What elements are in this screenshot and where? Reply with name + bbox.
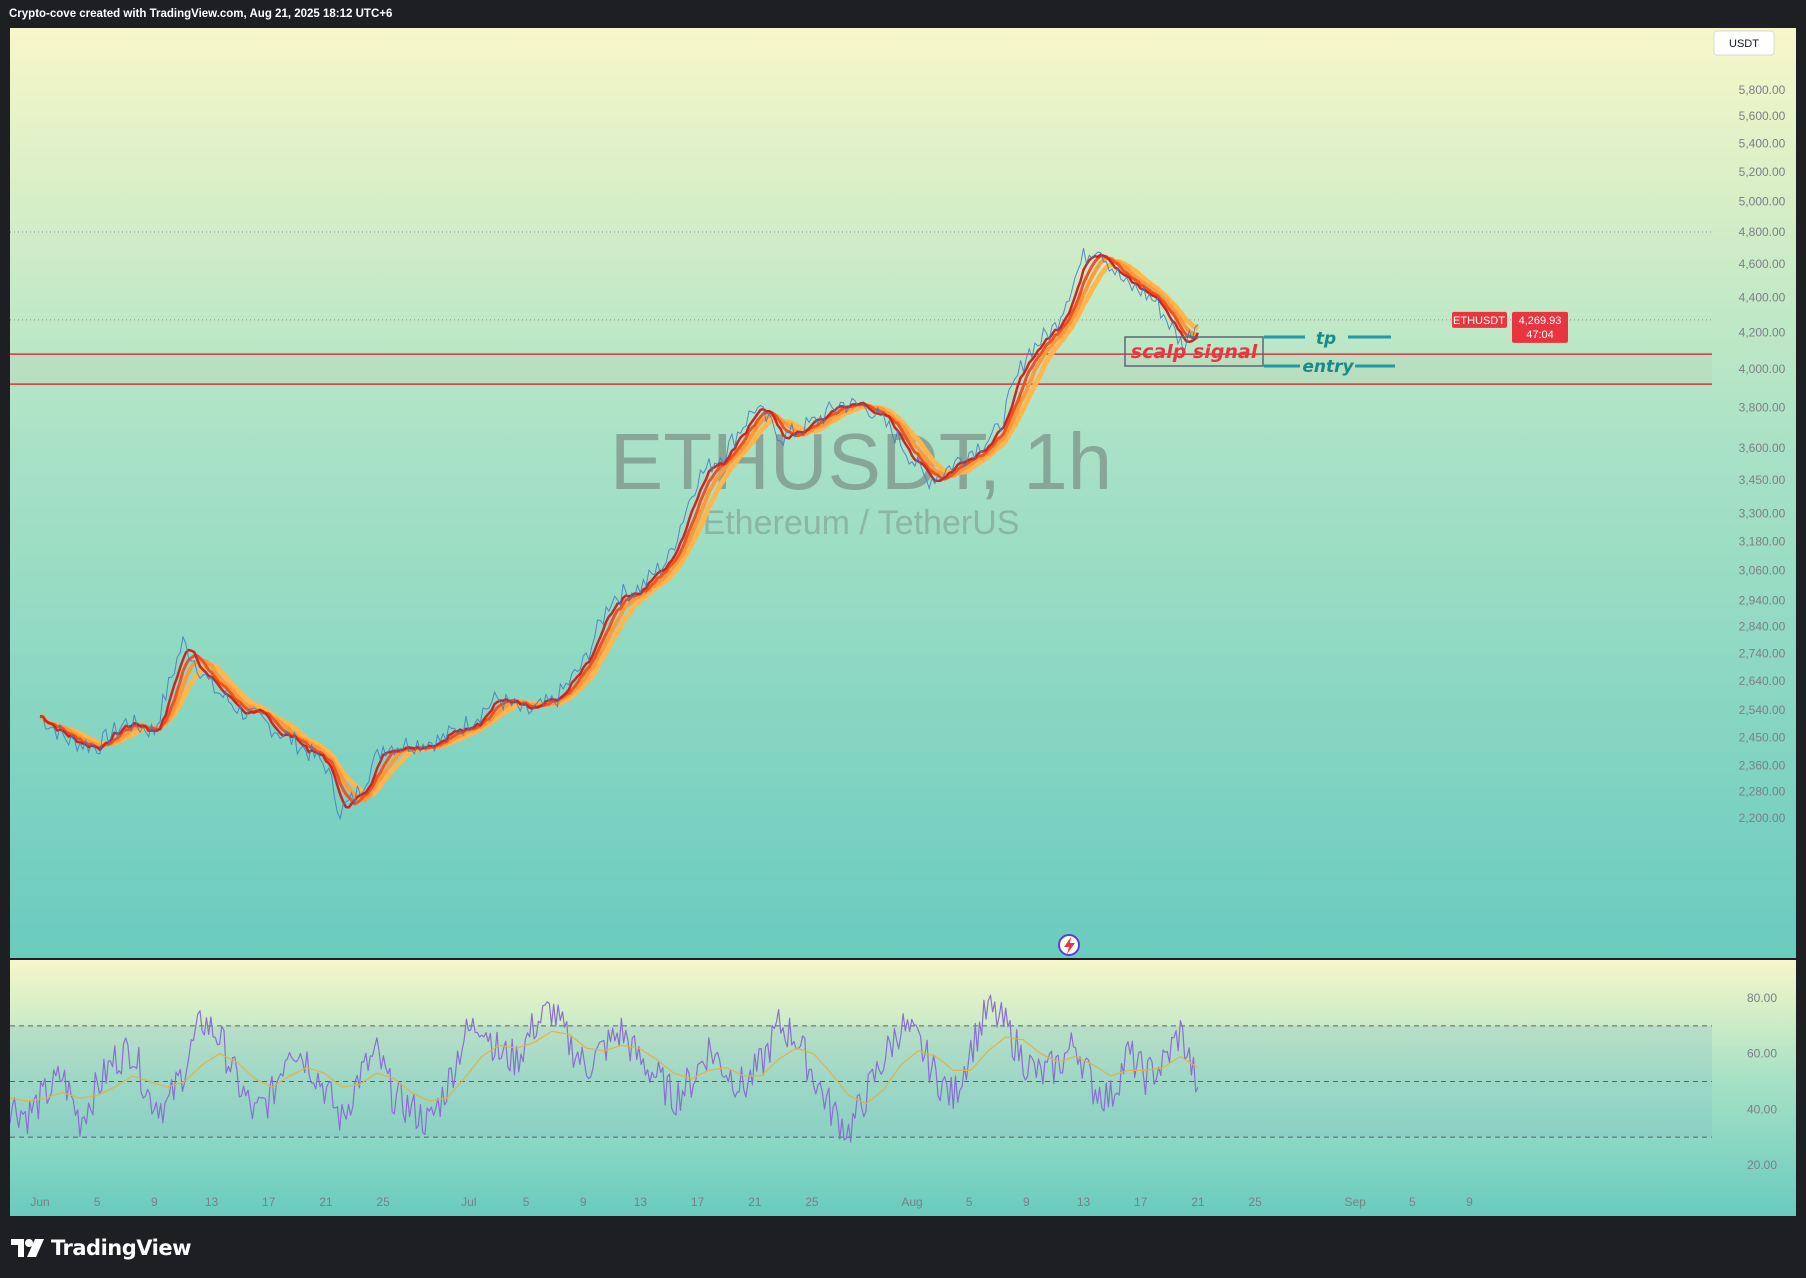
rsi-scale-label: 60.00 xyxy=(1747,1047,1777,1061)
time-scale-label: 9 xyxy=(1023,1195,1030,1209)
price-scale-label: 5,200.00 xyxy=(1739,165,1786,179)
tradingview-brand-text: TradingView xyxy=(51,1236,191,1260)
price-scale-label: 3,800.00 xyxy=(1739,401,1786,415)
price-scale-label: 4,400.00 xyxy=(1739,290,1786,304)
price-scale-label: 2,540.00 xyxy=(1739,703,1786,717)
time-scale-label: Sep xyxy=(1344,1195,1366,1209)
horizontal-levels xyxy=(10,231,1712,385)
price-scale-label: 4,000.00 xyxy=(1739,362,1786,376)
rsi-line xyxy=(10,994,1199,1143)
time-scale-label: 9 xyxy=(580,1195,587,1209)
time-scale-label: 21 xyxy=(319,1195,333,1209)
rsi-indicator xyxy=(10,994,1712,1143)
price-scale-label: 3,300.00 xyxy=(1739,507,1786,521)
ma-ribbon-line-4 xyxy=(39,253,1200,809)
price-tag: ETHUSDT 4,269.93 47:04 xyxy=(1452,311,1568,343)
rsi-scale-label: 40.00 xyxy=(1747,1102,1777,1116)
chart-canvas[interactable]: ETHUSDT, 1h Ethereum / TetherUS 5,800.00… xyxy=(10,28,1796,1216)
price-scale-label: 2,640.00 xyxy=(1739,674,1786,688)
price-scale-label: 3,060.00 xyxy=(1739,563,1786,577)
time-scale-label: 21 xyxy=(748,1195,762,1209)
price-scale-label: 2,280.00 xyxy=(1739,784,1786,798)
support-zone xyxy=(10,354,1712,385)
watermark-description: Ethereum / TetherUS xyxy=(703,504,1020,542)
price-scale-label: 2,200.00 xyxy=(1739,811,1786,825)
price-scale-label: 5,000.00 xyxy=(1739,194,1786,208)
price-tag-symbol: ETHUSDT xyxy=(1453,315,1505,327)
time-scale-label: Jul xyxy=(461,1195,476,1209)
time-scale-label: 5 xyxy=(1409,1195,1416,1209)
price-line xyxy=(39,248,1199,821)
chart-caption-bar: Crypto-cove created with TradingView.com… xyxy=(0,0,1806,28)
rsi-ma-line xyxy=(10,1030,1199,1105)
scalp-signal-box[interactable] xyxy=(1124,336,1264,367)
time-scale-label: 17 xyxy=(691,1195,705,1209)
price-scale-label: 5,400.00 xyxy=(1739,136,1786,150)
currency-button-label: USDT xyxy=(1729,38,1759,50)
time-scale-label: 17 xyxy=(262,1195,276,1209)
time-scale-label: 17 xyxy=(1134,1195,1148,1209)
time-scale-label: 13 xyxy=(634,1195,648,1209)
price-scale[interactable]: 5,800.00 5,600.00 5,400.00 5,200.00 5,000.00… xyxy=(1739,83,1786,825)
price-tag-value: 4,269.93 xyxy=(1519,315,1562,327)
tp-label[interactable]: tp xyxy=(1316,329,1336,349)
time-scale-label: Aug xyxy=(901,1195,922,1209)
bolt-icon[interactable] xyxy=(1058,934,1080,956)
pane-separator[interactable] xyxy=(10,958,1796,960)
time-scale-label: 9 xyxy=(1466,1195,1473,1209)
time-scale-label: 25 xyxy=(376,1195,390,1209)
annotations[interactable]: scalp signal tp entry xyxy=(1124,329,1395,377)
rsi-scale-label: 20.00 xyxy=(1747,1158,1777,1172)
watermark-symbol: ETHUSDT, 1h xyxy=(610,417,1112,506)
price-scale-label: 2,360.00 xyxy=(1739,758,1786,772)
tradingview-logo[interactable]: TradingView xyxy=(11,1236,191,1260)
price-scale-label: 3,450.00 xyxy=(1739,473,1786,487)
main-pane-background xyxy=(10,28,1796,958)
time-scale-label: 25 xyxy=(805,1195,819,1209)
time-scale-label: 5 xyxy=(94,1195,101,1209)
ma-ribbon-line-2 xyxy=(39,256,1199,803)
price-scale-label: 4,600.00 xyxy=(1739,257,1786,271)
rsi-pane-background xyxy=(10,960,1796,1216)
price-scale-label: 3,600.00 xyxy=(1739,441,1786,455)
price-scale-label: 2,840.00 xyxy=(1739,619,1786,633)
currency-button[interactable]: USDT xyxy=(1713,30,1775,56)
price-scale-label: 2,940.00 xyxy=(1739,593,1786,607)
price-tag-countdown: 47:04 xyxy=(1526,329,1554,341)
time-scale[interactable]: Jun 5 9 13 17 21 25 Jul 5 9 13 17 21 25 Aug 5 9 13 17 21 25 S… xyxy=(30,1195,1473,1209)
time-scale-label: 5 xyxy=(966,1195,973,1209)
rsi-scale[interactable]: 80.00 60.00 40.00 20.00 xyxy=(1747,991,1777,1172)
price-scale-label: 2,450.00 xyxy=(1739,730,1786,744)
price-tag-value-box xyxy=(1512,311,1568,343)
tradingview-logo-icon xyxy=(11,1239,44,1257)
price-tag-symbol-box xyxy=(1452,311,1507,328)
entry-label[interactable]: entry xyxy=(1302,357,1354,377)
price-scale-label: 4,800.00 xyxy=(1739,225,1786,239)
price-series xyxy=(39,248,1200,821)
time-scale-label: 25 xyxy=(1248,1195,1262,1209)
price-scale-label: 5,600.00 xyxy=(1739,109,1786,123)
scalp-signal-label[interactable]: scalp signal xyxy=(1131,341,1258,363)
price-scale-label: 2,740.00 xyxy=(1739,646,1786,660)
time-scale-label: 5 xyxy=(523,1195,530,1209)
time-scale-label: 13 xyxy=(205,1195,219,1209)
ma-ribbon-line-1 xyxy=(39,259,1200,797)
time-scale-label: Jun xyxy=(30,1195,49,1209)
price-scale-label: 3,180.00 xyxy=(1739,534,1786,548)
time-scale-label: 21 xyxy=(1191,1195,1205,1209)
time-scale-label: 9 xyxy=(151,1195,158,1209)
price-scale-label: 5,800.00 xyxy=(1739,83,1786,97)
rsi-scale-label: 80.00 xyxy=(1747,991,1777,1005)
ma-ribbon-line-3 xyxy=(39,254,1199,806)
chart-caption: Crypto-cove created with TradingView.com… xyxy=(9,8,393,20)
time-scale-label: 13 xyxy=(1077,1195,1091,1209)
price-scale-label: 4,200.00 xyxy=(1739,325,1786,339)
footer-bar xyxy=(0,1216,1806,1278)
